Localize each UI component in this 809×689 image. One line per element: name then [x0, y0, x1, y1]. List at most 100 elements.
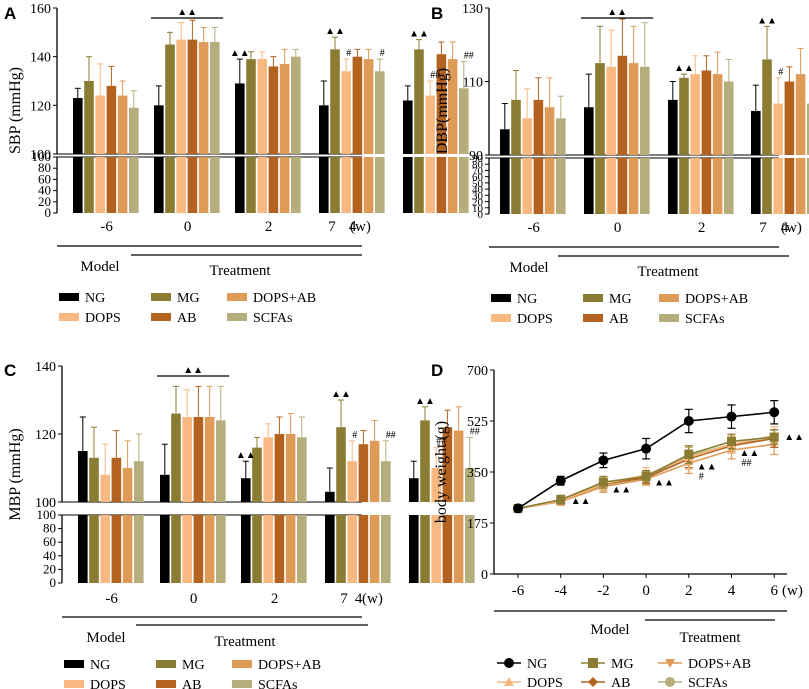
significance-marker: ##: [742, 458, 752, 469]
bar-lower: [442, 515, 453, 583]
panel-letter: D: [431, 361, 443, 380]
y-tick-label: 10: [472, 203, 484, 215]
model-label: Model: [80, 259, 119, 275]
data-point: [683, 416, 694, 426]
bar: [807, 103, 809, 155]
bar: [712, 74, 723, 155]
legend-swatch: [64, 680, 84, 688]
x-unit-label: (w): [781, 220, 802, 236]
x-tick-label: 7: [759, 220, 767, 236]
bar-lower: [807, 158, 809, 214]
bar-lower: [773, 158, 783, 214]
bar-lower: [111, 515, 122, 583]
x-tick-label: -6: [105, 591, 118, 607]
bar: [459, 88, 469, 154]
bar: [297, 437, 307, 502]
x-tick-label: 2: [698, 220, 706, 236]
bar-lower: [628, 158, 639, 214]
significance-marker: ▲▲: [183, 365, 203, 376]
bar-lower: [257, 157, 267, 213]
bar: [617, 55, 628, 155]
bar-lower: [176, 157, 186, 213]
legend-swatch: [583, 314, 603, 322]
bar: [352, 56, 363, 154]
significance-marker: ▲▲: [784, 432, 804, 443]
legend-label: MG: [177, 291, 200, 306]
y-axis-title: DBP(mmHg): [434, 68, 451, 154]
bar: [187, 39, 198, 155]
y-tick-label: 120: [30, 99, 51, 114]
bar: [751, 110, 761, 155]
bar: [216, 420, 226, 502]
bar-lower: [73, 157, 83, 213]
y-tick-label: 100: [35, 496, 56, 511]
bar: [154, 105, 164, 154]
bar: [198, 42, 209, 154]
bar: [606, 66, 616, 155]
bar-lower: [544, 158, 555, 214]
x-unit-label: (w): [782, 583, 803, 599]
significance-marker: ##: [386, 430, 396, 441]
model-label: Model: [509, 260, 548, 276]
legend-swatch: [491, 294, 511, 302]
bar: [363, 59, 374, 154]
bar: [78, 451, 88, 502]
x-tick-label: -6: [527, 220, 540, 236]
legend-label: SCFAs: [258, 678, 297, 689]
bar-lower: [762, 158, 772, 214]
data-point: [665, 659, 675, 668]
y-tick-label: 40: [38, 183, 51, 198]
bar: [556, 118, 566, 155]
y-tick-label: 80: [43, 521, 56, 536]
legend-label: AB: [182, 678, 201, 689]
significance-marker: #: [699, 471, 704, 482]
bar: [106, 85, 117, 154]
x-tick-label: 0: [184, 219, 192, 235]
significance-marker: #: [778, 67, 783, 78]
y-tick-label: 525: [467, 415, 488, 430]
bar-lower: [712, 158, 723, 214]
x-tick-label: 2: [685, 583, 693, 599]
bar-lower: [533, 158, 544, 214]
y-tick-label: 100: [32, 149, 52, 164]
significance-marker: ▲▲: [697, 461, 717, 472]
y-tick-label: 120: [35, 428, 56, 443]
significance-marker: ▲▲: [325, 26, 345, 37]
y-tick-label: 0: [478, 209, 484, 221]
significance-marker: ▲▲: [654, 477, 674, 488]
x-tick-label: -4: [554, 583, 567, 599]
bar: [204, 417, 215, 502]
legend-label: MG: [611, 657, 634, 672]
legend-swatch: [151, 293, 171, 301]
x-tick-label: 4: [728, 583, 736, 599]
bar-lower: [160, 515, 170, 583]
data-point: [769, 432, 779, 442]
x-tick-label: 4: [781, 220, 789, 236]
significance-marker: #: [346, 48, 351, 59]
x-tick-label: 2: [265, 219, 273, 235]
bar-lower: [668, 158, 678, 214]
bar: [341, 71, 351, 154]
bar-lower: [409, 515, 419, 583]
bar: [679, 77, 689, 155]
bar-lower: [291, 157, 301, 213]
bar-lower: [431, 515, 441, 583]
bar-lower: [252, 515, 262, 583]
legend-label: AB: [609, 312, 628, 327]
data-point: [588, 658, 598, 668]
legend-label: DOPS: [517, 312, 553, 327]
bar-lower: [325, 515, 335, 583]
y-axis-title: body weight (g): [433, 421, 450, 523]
bar-lower: [235, 157, 245, 213]
significance-marker: ##: [436, 437, 446, 448]
bar-lower: [465, 515, 475, 583]
bar-lower: [679, 158, 689, 214]
y-tick-label: 60: [472, 172, 484, 184]
significance-marker: ##: [464, 51, 474, 62]
bar: [274, 434, 285, 502]
bar: [160, 474, 170, 502]
significance-marker: #: [380, 48, 385, 59]
bar-lower: [522, 158, 532, 214]
